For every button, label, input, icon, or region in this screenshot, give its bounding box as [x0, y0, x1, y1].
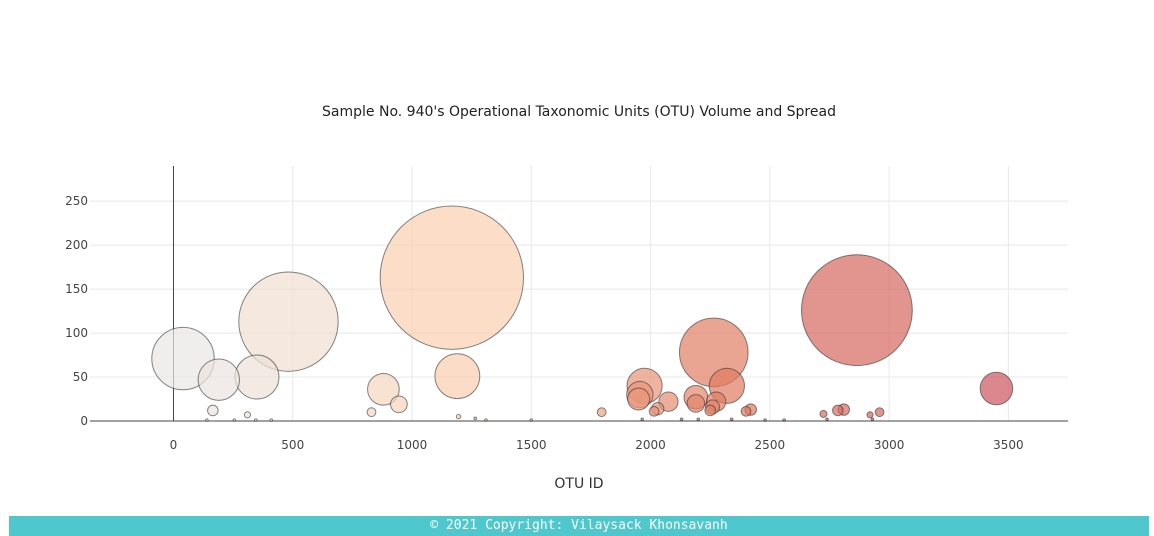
data-bubble [679, 417, 684, 422]
data-bubble [825, 417, 829, 422]
data-bubble [648, 405, 660, 417]
data-bubble [870, 417, 875, 422]
chart-svg: Sample No. 940's Operational Taxonomic U… [65, 104, 1068, 492]
data-bubble [434, 353, 481, 400]
data-bubble [782, 418, 786, 422]
data-bubble [207, 404, 219, 417]
data-bubble [740, 405, 752, 417]
data-bubble [529, 418, 534, 422]
x-axis-label: OTU ID [554, 476, 603, 492]
y-tick-label: 250 [65, 194, 88, 208]
data-bubble [253, 418, 258, 422]
data-bubble [455, 413, 462, 420]
x-tick-label: 2000 [635, 438, 666, 452]
data-bubble [232, 418, 237, 422]
y-tick-label: 200 [65, 238, 88, 252]
data-bubble [238, 271, 339, 372]
bubble-chart: Sample No. 940's Operational Taxonomic U… [65, 104, 1068, 492]
data-bubble [473, 416, 478, 421]
data-bubble [366, 407, 377, 418]
data-bubble [979, 371, 1014, 406]
data-bubble [627, 387, 651, 411]
x-tick-label: 0 [170, 438, 178, 452]
data-bubble [205, 418, 209, 422]
data-bubble [269, 418, 274, 422]
data-bubble [379, 205, 525, 350]
data-bubble [832, 404, 844, 417]
data-bubble [197, 358, 240, 401]
data-bubble [874, 407, 885, 418]
chart-title: Sample No. 940's Operational Taxonomic U… [322, 104, 836, 120]
data-bubble [640, 417, 645, 422]
x-tick-label: 1000 [397, 438, 428, 452]
x-tick-label: 2500 [755, 438, 786, 452]
data-bubble [729, 417, 734, 422]
y-tick-label: 150 [65, 282, 88, 296]
x-tick-label: 1500 [516, 438, 547, 452]
data-bubble [367, 373, 400, 406]
data-bubble [686, 394, 706, 413]
y-tick-label: 50 [73, 370, 88, 384]
data-bubble [763, 418, 767, 422]
footer: © 2021 Copyright: Vilaysack Khonsavanh [9, 516, 1149, 536]
data-bubble [484, 418, 488, 422]
data-bubble [866, 411, 874, 419]
data-bubble [800, 254, 913, 367]
copyright-text: © 2021 Copyright: Vilaysack Khonsavanh [430, 518, 728, 533]
x-tick-label: 3500 [993, 438, 1024, 452]
data-bubble [704, 404, 716, 417]
y-tick-label: 0 [80, 414, 88, 428]
data-bubble [596, 407, 607, 418]
y-tick-label: 100 [65, 326, 88, 340]
x-tick-label: 500 [281, 438, 304, 452]
data-bubble [819, 409, 828, 418]
data-bubble [390, 395, 408, 414]
data-bubble [243, 411, 252, 419]
x-tick-label: 3000 [874, 438, 905, 452]
data-bubble [696, 417, 701, 422]
data-bubble [234, 354, 280, 400]
